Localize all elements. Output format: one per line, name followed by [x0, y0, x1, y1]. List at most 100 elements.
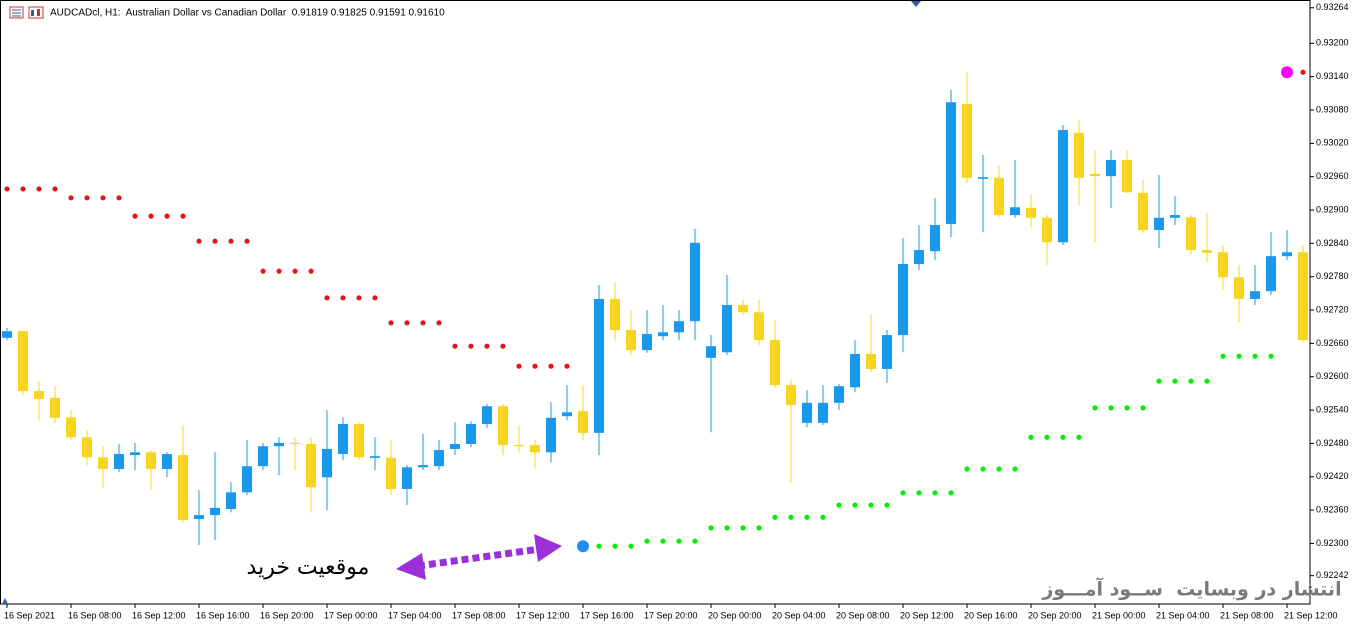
candle-body [1266, 256, 1276, 292]
candle-body [1234, 277, 1244, 299]
x-tick-label: 20 Sep 12:00 [900, 610, 954, 620]
watermark: انتشار در وبسایت ســود آمـــوز [1041, 577, 1341, 601]
x-tick-label: 17 Sep 04:00 [388, 610, 442, 620]
candle-body [594, 298, 604, 433]
indicator-dot [1281, 66, 1293, 79]
x-tick-label: 20 Sep 20:00 [1028, 610, 1082, 620]
candle-body [978, 177, 988, 179]
indicator-dot [148, 213, 154, 219]
candle-body [1026, 207, 1036, 218]
candle-body [754, 312, 764, 341]
candle-body [450, 443, 460, 449]
indicator-dot [244, 238, 250, 244]
candle-body [962, 103, 972, 178]
indicator-dot [1092, 405, 1098, 411]
y-tick-label: 0.93020 [1316, 138, 1349, 148]
buy-annotation: موقعیت خرید [247, 555, 370, 580]
indicator-dot [4, 186, 10, 192]
candle-body [178, 455, 188, 521]
candle-body [562, 412, 572, 417]
y-tick-label: 0.92780 [1316, 271, 1349, 281]
candle-body [338, 423, 348, 454]
candle-body [882, 335, 892, 369]
y-tick-label: 0.92600 [1316, 371, 1349, 381]
candle-body [370, 456, 380, 458]
plot-frame [0, 0, 1311, 605]
candle-body [1186, 217, 1196, 251]
y-tick-label: 0.92900 [1316, 204, 1349, 214]
chart-title: AUDCADcl, H1: Australian Dollar vs Canad… [50, 8, 445, 19]
indicator-dot [516, 363, 522, 369]
candle-body [354, 423, 364, 458]
candle-body [1170, 215, 1180, 218]
candle-body [2, 331, 12, 338]
indicator-dot [1044, 434, 1050, 440]
indicator-dot [692, 538, 698, 544]
y-tick-label: 0.92480 [1316, 438, 1349, 448]
indicator-dot [180, 213, 186, 219]
indicator-dot [577, 540, 589, 553]
indicator-dot [1252, 353, 1258, 359]
indicator-dot [1060, 434, 1066, 440]
x-tick-label: 20 Sep 16:00 [964, 610, 1018, 620]
candle-body [834, 386, 844, 403]
candle-body [306, 443, 316, 488]
y-tick-label: 0.93264 [1316, 2, 1349, 12]
candle-body [1106, 160, 1116, 177]
candle-body [130, 452, 140, 456]
indicator-dot [500, 343, 506, 349]
indicator-dot [324, 295, 330, 301]
candle-body [386, 457, 396, 489]
x-tick-label: 16 Sep 08:00 [68, 610, 122, 620]
indicator-dot [132, 213, 138, 219]
indicator-dot [1172, 378, 1178, 384]
candle-body [514, 445, 524, 447]
candle-body [1202, 250, 1212, 253]
candle-body [898, 263, 908, 336]
candle-body [722, 305, 732, 353]
y-tick-label: 0.92960 [1316, 171, 1349, 181]
y-tick-label: 0.93140 [1316, 71, 1349, 81]
candle-body [786, 385, 796, 406]
indicator-dot [340, 295, 346, 301]
candle-body [1074, 132, 1084, 178]
indicator-dot [868, 502, 874, 508]
y-tick-label: 0.92242 [1316, 570, 1349, 580]
y-tick-label: 0.93200 [1316, 38, 1349, 48]
indicator-dot [436, 320, 442, 326]
indicator-dot [52, 186, 58, 192]
y-tick-label: 0.92420 [1316, 471, 1349, 481]
indicator-dot [676, 538, 682, 544]
indicator-dot [196, 238, 202, 244]
indicator-dot [356, 295, 362, 301]
indicator-dot [116, 195, 122, 201]
candle-body [738, 305, 748, 313]
candle-body [1154, 217, 1164, 231]
indicator-dot [1124, 405, 1130, 411]
indicator-dot [1220, 353, 1226, 359]
indicator-dot [388, 320, 394, 326]
candle-body [994, 177, 1004, 216]
candle-body [578, 411, 588, 433]
indicator-dot [948, 490, 954, 496]
x-tick-label: 16 Sep 16:00 [196, 610, 250, 620]
indicator-dot [1204, 378, 1210, 384]
x-tick-label: 17 Sep 20:00 [644, 610, 698, 620]
candle-body [82, 437, 92, 458]
indicator-dot [852, 502, 858, 508]
indicator-dot [660, 538, 666, 544]
indicator-dot [644, 538, 650, 544]
candle-body [914, 250, 924, 264]
x-tick-label: 20 Sep 00:00 [708, 610, 762, 620]
x-tick-label: 16 Sep 12:00 [132, 610, 186, 620]
x-tick-label: 17 Sep 12:00 [516, 610, 570, 620]
candle-body [946, 102, 956, 224]
candle-body [98, 457, 108, 469]
indicator-dot [484, 343, 490, 349]
indicator-dot [1300, 69, 1306, 75]
indicator-dot [1156, 378, 1162, 384]
indicator-dot [820, 514, 826, 520]
candle-body [34, 391, 44, 399]
candle-body [226, 492, 236, 509]
